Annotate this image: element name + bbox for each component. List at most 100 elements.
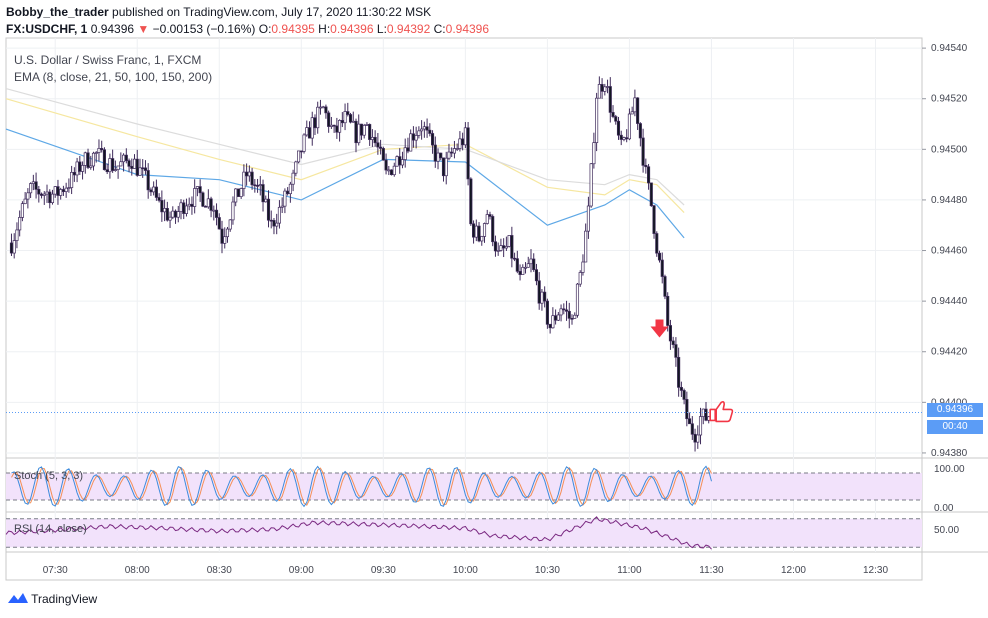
candle-body: [641, 137, 645, 166]
candle-body: [433, 144, 437, 162]
candle-body: [357, 123, 361, 144]
price-tick-label: 0.94400: [931, 397, 968, 408]
candle-body: [526, 263, 530, 268]
candle-body: [81, 165, 85, 172]
candle-body: [256, 185, 260, 187]
candle-body: [491, 216, 495, 243]
candle-body: [149, 189, 153, 193]
candle-body: [15, 229, 19, 241]
down-arrow-icon: ▼: [137, 22, 150, 36]
candle-body: [253, 184, 257, 187]
candle-body: [450, 151, 454, 154]
candle-body: [94, 152, 98, 154]
candle-body: [543, 291, 547, 302]
candle-body: [395, 156, 399, 167]
candle-body: [368, 124, 372, 140]
candle-body: [56, 186, 60, 196]
price-tick-label: 0.94420: [931, 347, 968, 358]
rsi-legend[interactable]: RSI (14, close): [14, 523, 87, 535]
candle-body: [398, 156, 402, 166]
candle-body: [239, 188, 243, 197]
candle-body: [638, 123, 642, 139]
candle-body: [581, 261, 585, 273]
candle-body: [592, 142, 596, 165]
candle-body: [436, 152, 440, 162]
candle-body: [277, 206, 281, 224]
current-price-tag[interactable]: 0.94396: [927, 403, 983, 417]
rsi-level-50: 50.00: [934, 525, 960, 536]
candle-body: [53, 186, 57, 195]
publish-info: Bobby_the_trader published on TradingVie…: [6, 5, 431, 19]
candle-body: [616, 120, 621, 136]
candle-body: [64, 187, 68, 193]
candle-body: [611, 112, 615, 117]
candle-body: [190, 203, 194, 207]
rsi-line: [5, 516, 712, 550]
candle-body: [105, 169, 109, 173]
close-value: 0.94396: [445, 22, 490, 36]
candle-body: [261, 184, 265, 203]
stoch-legend[interactable]: Stoch (5, 3, 3): [14, 470, 84, 482]
candle-body: [698, 416, 703, 436]
candle-body: [245, 171, 249, 177]
series-legend[interactable]: U.S. Dollar / Swiss Franc, 1, FXCM: [14, 53, 202, 67]
candle-body: [619, 134, 623, 140]
high-value: 0.94396: [330, 22, 374, 36]
candle-body: [502, 245, 506, 249]
candle-body: [335, 125, 339, 133]
candle-body: [693, 433, 697, 443]
candle-body: [556, 314, 560, 321]
candle-body: [523, 266, 528, 269]
price-tick-label: 0.94380: [931, 448, 968, 459]
candle-body: [573, 314, 577, 319]
candle-body: [463, 127, 467, 146]
candle-body: [682, 390, 686, 400]
candle-body: [420, 128, 424, 132]
candle-body: [154, 186, 158, 198]
candle-body: [482, 223, 487, 237]
candle-body: [493, 241, 497, 252]
thumbs-up-shape: [709, 401, 734, 423]
candle-body: [406, 147, 410, 152]
candle-body: [545, 300, 549, 325]
candle-body: [86, 152, 90, 168]
candle-body: [242, 171, 246, 189]
time-tick-label: 11:00: [617, 565, 642, 576]
candle-body: [521, 266, 525, 275]
candle-body: [444, 157, 448, 177]
candle-body: [649, 182, 653, 207]
candle-body: [141, 167, 145, 170]
author-name[interactable]: Bobby_the_trader: [6, 5, 109, 19]
candle-body: [157, 197, 161, 201]
candle-body: [431, 133, 435, 146]
candle-body: [477, 225, 481, 242]
candle-body: [34, 181, 38, 190]
ema-line: [5, 88, 685, 206]
candle-body: [704, 408, 708, 421]
candle-body: [666, 295, 670, 326]
candle-body: [630, 111, 634, 115]
candle-body: [343, 111, 347, 124]
last-price: 0.94396: [90, 22, 135, 36]
candle-body: [127, 160, 131, 167]
candle-body: [163, 208, 167, 213]
candle-body: [488, 214, 492, 217]
candle-body: [234, 188, 238, 203]
tradingview-logo[interactable]: TradingView: [8, 592, 97, 606]
candle-body: [387, 169, 391, 172]
ema-legend[interactable]: EMA (8, close, 21, 50, 100, 150, 200): [14, 70, 213, 84]
candle-body: [100, 148, 104, 151]
candle-body: [286, 190, 290, 195]
candle-body: [187, 203, 191, 207]
candle-body: [627, 113, 631, 140]
candle-body: [562, 308, 566, 311]
price-tick-label: 0.94520: [931, 94, 968, 105]
candle-body: [247, 171, 251, 177]
candle-body: [313, 117, 317, 129]
candle-body: [193, 188, 197, 207]
candle-body: [679, 387, 683, 391]
candle-body: [472, 223, 476, 238]
candle-body: [130, 165, 134, 169]
candle-body: [182, 202, 186, 214]
